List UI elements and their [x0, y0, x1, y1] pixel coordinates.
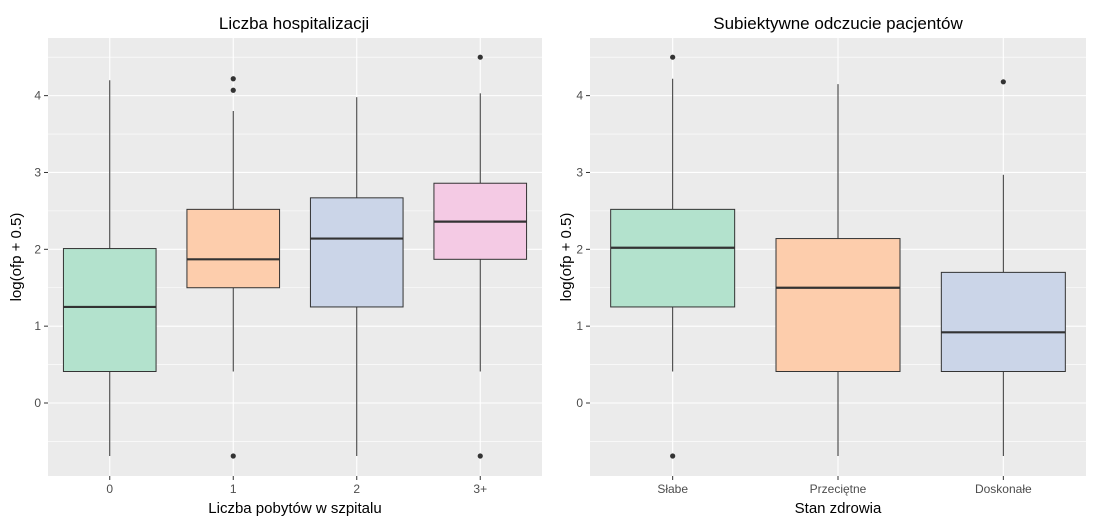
right-y-tick-label: 4	[576, 89, 583, 103]
left-box	[186, 208, 281, 289]
right-box-group	[775, 84, 901, 457]
left-x-tick-label: 3+	[473, 482, 487, 496]
left-x-tick-label: 1	[230, 482, 237, 496]
right-outlier-point	[670, 54, 676, 60]
right-x-tick-label: Przeciętne	[810, 482, 867, 496]
left-panel-x-tick-labels: 0 1 2 3+	[106, 476, 487, 496]
left-x-axis-title: Liczba pobytów w szpitalu	[208, 500, 381, 517]
right-panel-x-tick-labels: Słabe Przeciętne Doskonałe	[657, 476, 1032, 496]
left-panel-y-tick-labels: 0 1 2 3 4	[34, 89, 48, 410]
left-y-tick-label: 0	[34, 396, 41, 410]
right-box	[940, 271, 1066, 372]
right-panel-boxes	[610, 54, 1066, 459]
left-box-group	[186, 76, 281, 459]
left-y-tick-label: 2	[34, 242, 41, 256]
right-x-tick-label: Słabe	[657, 482, 688, 496]
right-x-tick-label: Doskonałe	[975, 482, 1032, 496]
right-box	[775, 238, 901, 372]
left-box-group	[433, 54, 528, 459]
left-box	[309, 197, 404, 308]
right-outlier-point	[1000, 79, 1006, 85]
right-y-tick-label: 0	[576, 396, 583, 410]
left-y-tick-label: 4	[34, 89, 41, 103]
left-box-group	[62, 80, 157, 457]
right-outlier-point	[670, 453, 676, 459]
right-y-tick-label: 1	[576, 319, 583, 333]
left-y-axis-title: log(ofp + 0.5)	[8, 213, 25, 302]
left-box-group	[309, 97, 404, 457]
right-box-group	[940, 79, 1066, 457]
left-outlier-point	[230, 87, 236, 93]
right-panel: Subiektywne odczucie pacjentów 0 1 2 3 4 Sła…	[558, 14, 1086, 517]
left-x-tick-label: 2	[353, 482, 360, 496]
right-box	[610, 208, 736, 308]
left-y-tick-label: 3	[34, 165, 41, 179]
right-x-axis-title: Stan zdrowia	[795, 500, 882, 517]
left-panel: Liczba hospitalizacji 0 1 2 3 4 0 1 2 3+ Liczba…	[8, 14, 542, 517]
left-outlier-point	[230, 76, 236, 82]
right-panel-title: Subiektywne odczucie pacjentów	[713, 14, 963, 33]
right-panel-y-tick-labels: 0 1 2 3 4	[576, 89, 590, 410]
left-x-tick-label: 0	[106, 482, 113, 496]
right-y-axis-title: log(ofp + 0.5)	[558, 213, 575, 302]
left-outlier-point	[477, 54, 483, 60]
right-y-tick-label: 2	[576, 242, 583, 256]
left-outlier-point	[477, 453, 483, 459]
left-y-tick-label: 1	[34, 319, 41, 333]
right-y-tick-label: 3	[576, 165, 583, 179]
left-panel-title: Liczba hospitalizacji	[219, 14, 369, 33]
left-panel-boxes	[62, 54, 528, 459]
right-box-group	[610, 54, 736, 459]
left-box	[62, 248, 157, 372]
left-outlier-point	[230, 453, 236, 459]
